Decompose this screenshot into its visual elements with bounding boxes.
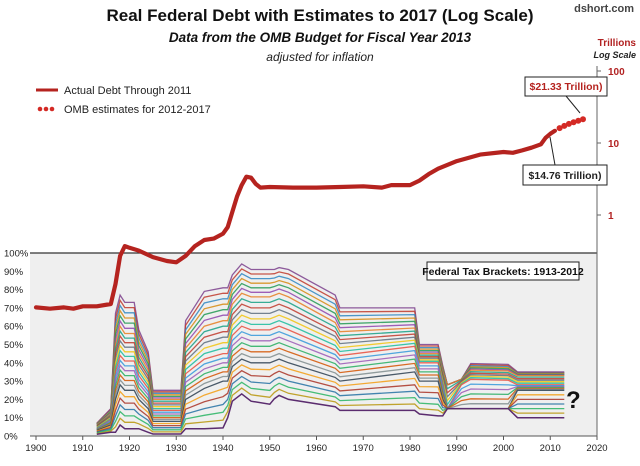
estimate-point [580, 116, 586, 123]
legend-actual-label: Actual Debt Through 2011 [64, 85, 191, 97]
x-tick-label: 1920 [119, 443, 140, 454]
x-tick-label: 1910 [72, 443, 93, 454]
annotation-high-text: $21.33 Trillion) [530, 81, 603, 93]
x-tick-label: 1940 [212, 443, 233, 454]
x-tick-label: 1980 [399, 443, 420, 454]
brackets-label-text: Federal Tax Brackets: 1913-2012 [422, 266, 584, 278]
tax-bracket-line [96, 314, 565, 429]
estimate-point [575, 117, 582, 124]
right-axis: 1 10 100 [597, 67, 625, 222]
left-tick-label: 20% [4, 395, 24, 406]
brackets-label: Federal Tax Brackets: 1913-2012 [422, 261, 584, 281]
estimate-point [556, 125, 563, 132]
actual-debt-line [33, 128, 557, 311]
tax-bracket-line [96, 319, 565, 429]
left-tick-label: 10% [4, 413, 24, 424]
left-tick-label: 90% [4, 267, 24, 278]
x-tick-label: 1990 [446, 443, 467, 454]
tax-bracket-line [96, 292, 565, 426]
tax-bracket-line [96, 308, 565, 428]
tax-bracket-line [96, 392, 565, 435]
left-tick-label: 40% [4, 358, 24, 369]
legend-estimates-label: OMB estimates for 2012-2017 [64, 104, 211, 116]
left-tick-label: 0% [4, 432, 18, 443]
x-tick-label: 1900 [25, 443, 46, 454]
left-tick-label: 50% [4, 340, 24, 351]
brackets-label-box [426, 261, 580, 281]
question-mark: ? [566, 387, 581, 414]
estimate-point [565, 120, 572, 127]
tax-bracket-line [96, 381, 565, 434]
x-tick-label: 1950 [259, 443, 280, 454]
right-axis-scale: Log Scale [593, 50, 636, 60]
annotation-high-pointer [565, 95, 581, 114]
x-tick-label: 2000 [493, 443, 514, 454]
tax-bracket-series [96, 263, 565, 435]
annotation-low-text: $14.76 Trillion) [529, 170, 602, 182]
chart-title: Real Federal Debt with Estimates to 2017… [106, 6, 534, 25]
tax-bracket-line [96, 364, 565, 432]
right-tick-label: 1 [608, 211, 614, 222]
left-tick-label: 30% [4, 377, 24, 388]
annotation-low: $14.76 Trillion) [522, 136, 608, 186]
left-tick-label: 70% [4, 303, 24, 314]
legend: Actual Debt Through 2011 OMB estimates f… [36, 85, 211, 116]
x-axis: 1900 1910 1920 1930 1940 1950 1960 1970 1980 1990… [25, 436, 608, 454]
legend-estimate-dot [37, 106, 43, 112]
legend-estimate-dot [49, 106, 55, 112]
right-axis-unit: Trillions [597, 38, 636, 49]
estimate-point [561, 122, 568, 129]
tax-bracket-line [96, 303, 565, 427]
x-tick-label: 1960 [306, 443, 327, 454]
annotation-low-box [522, 164, 608, 186]
left-tick-label: 100% [4, 249, 29, 260]
x-tick-label: 2020 [586, 443, 607, 454]
left-axis: 0% 10% 20% 30% 40% 50% 60% 70% 80% 90% 100% [4, 249, 29, 443]
annotation-low-pointer [549, 136, 556, 166]
legend-estimate-dot [43, 106, 49, 112]
x-tick-label: 2010 [540, 443, 561, 454]
estimate-point [570, 119, 577, 126]
x-tick-label: 1970 [353, 443, 374, 454]
chart-subtitle: Data from the OMB Budget for Fiscal Year… [168, 30, 472, 45]
left-tick-label: 80% [4, 285, 24, 296]
x-tick-label: 1930 [166, 443, 187, 454]
annotation-high: $21.33 Trillion) [524, 76, 608, 114]
right-tick-label: 10 [608, 139, 620, 150]
tax-bracket-line [96, 298, 565, 427]
brand-label: dshort.com [574, 3, 634, 15]
tax-bracket-line [96, 375, 565, 433]
tax-bracket-line [96, 369, 565, 433]
left-tick-label: 60% [4, 322, 24, 333]
right-tick-label: 100 [608, 67, 625, 78]
chart-note: adjusted for inflation [266, 50, 374, 64]
debt-series [33, 116, 586, 311]
